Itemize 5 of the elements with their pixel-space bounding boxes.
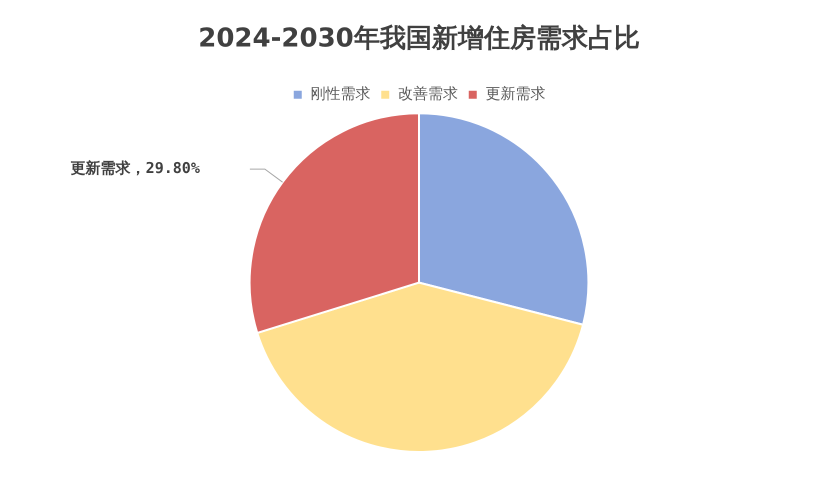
data-label: 更新需求，29.80%	[70, 159, 200, 178]
legend-label: 刚性需求	[310, 84, 370, 103]
chart-title: 2024-2030年我国新增住房需求占比	[198, 23, 640, 54]
legend-label: 更新需求	[485, 84, 546, 103]
legend-label: 改善需求	[398, 84, 458, 103]
